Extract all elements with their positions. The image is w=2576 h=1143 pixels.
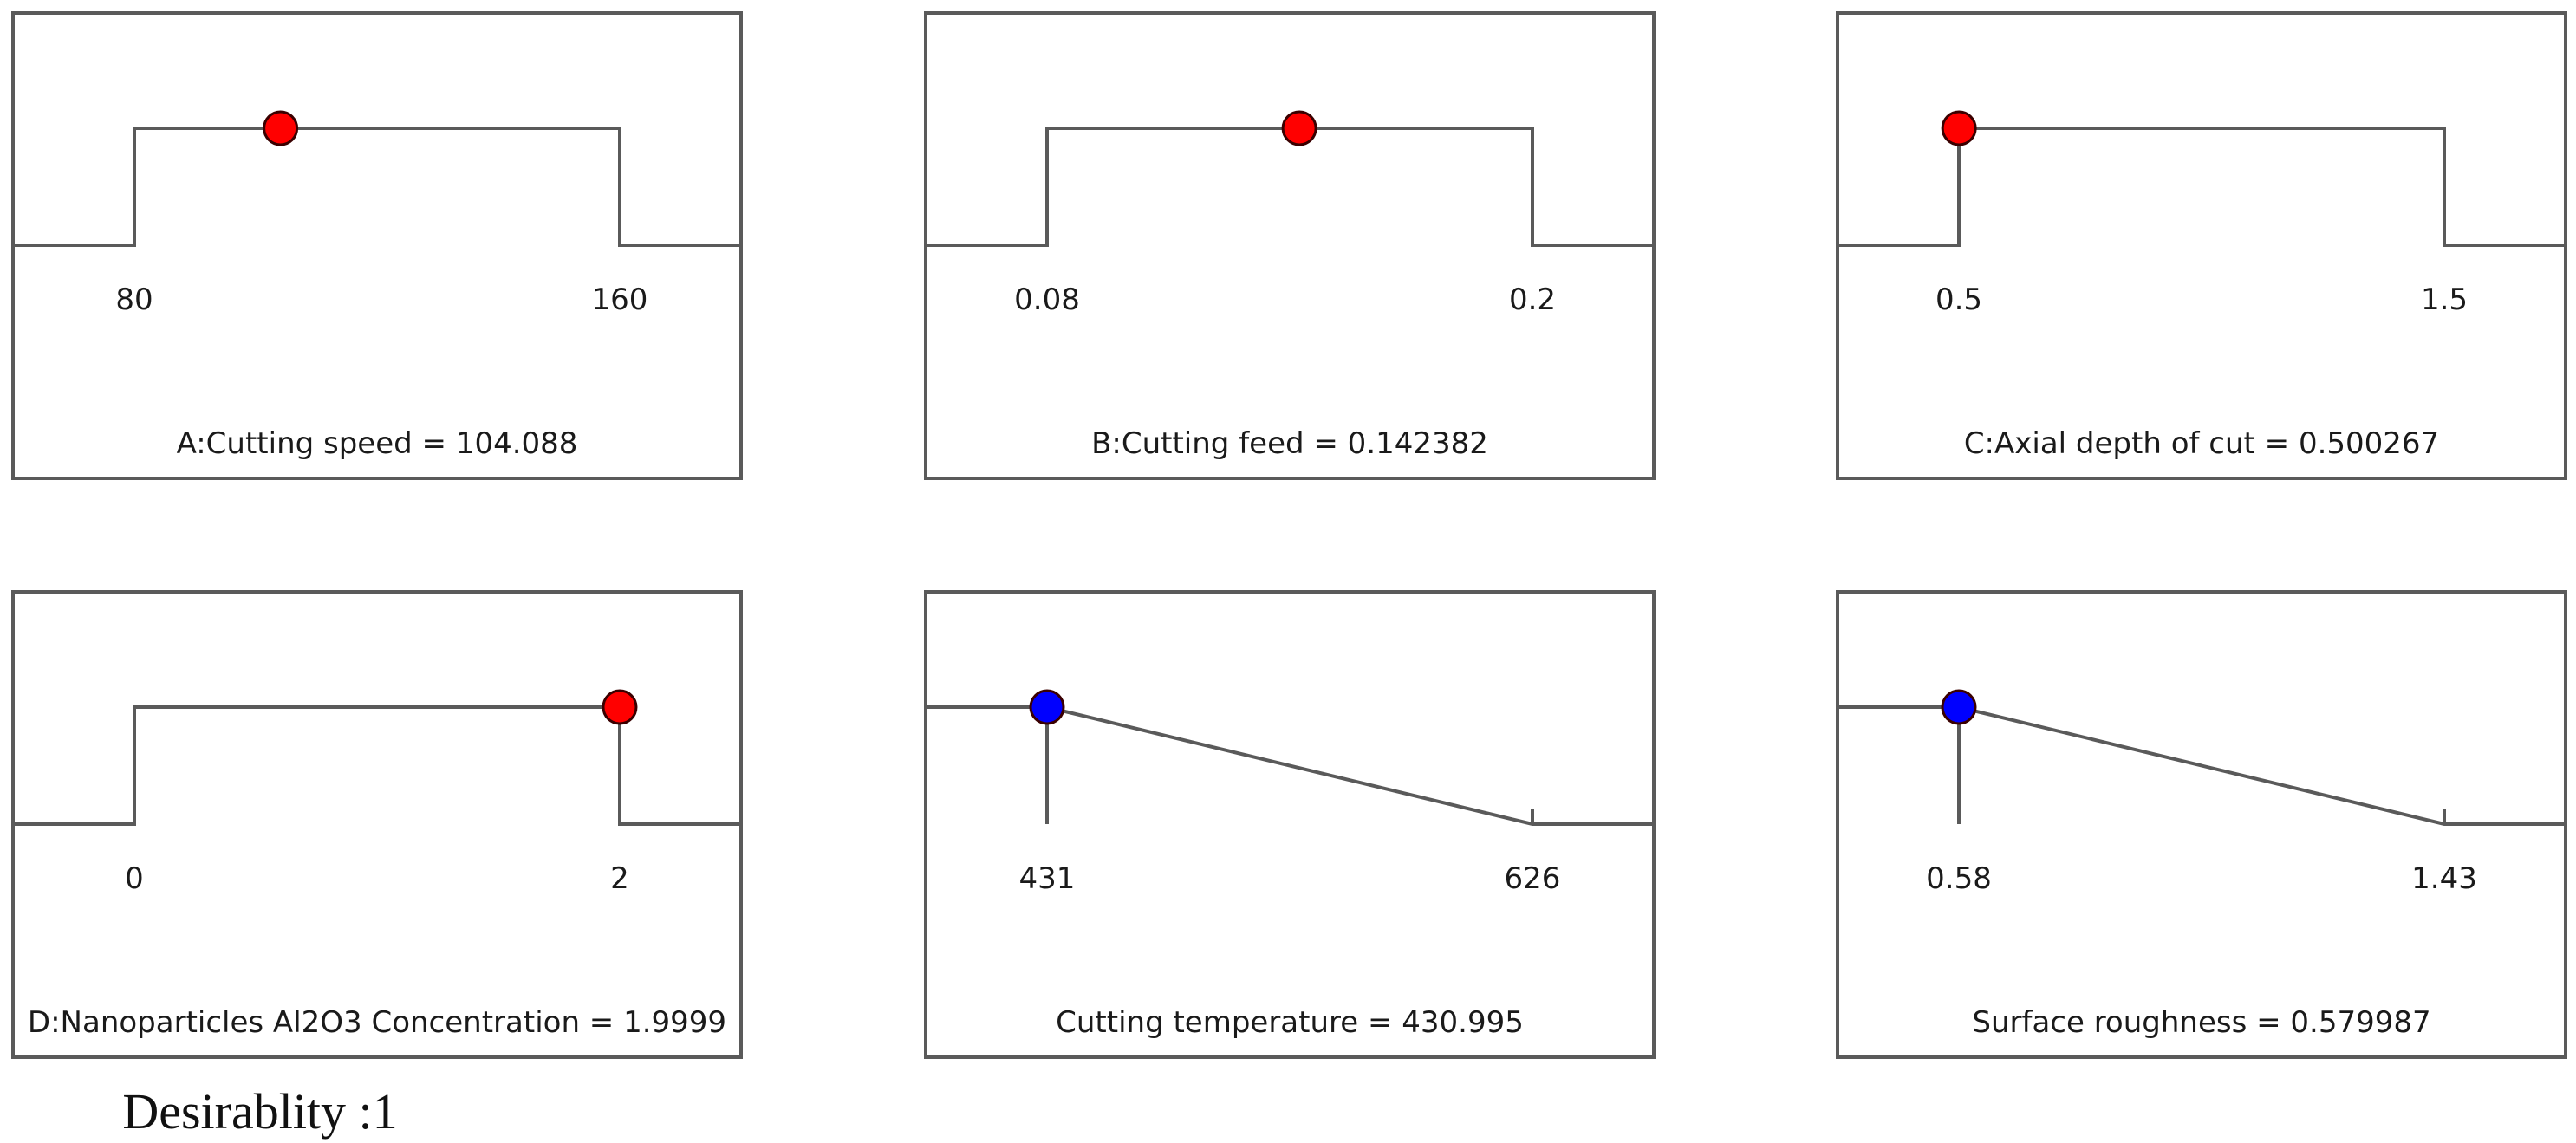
current-point (602, 689, 638, 725)
low-tick-label: 80 (115, 283, 153, 317)
high-tick-label: 1.5 (2421, 283, 2468, 317)
high-tick-label: 626 (1505, 861, 1561, 896)
desirability-ramp (1838, 705, 2566, 826)
desirability-ramp (13, 705, 741, 826)
current-point (1941, 689, 1977, 725)
high-tick-label: 160 (592, 283, 648, 317)
low-tick-label: 431 (1019, 861, 1076, 896)
ramp-panel: 0.5 1.5 C:Axial depth of cut = 0.500267 (1836, 11, 2567, 480)
current-point (1029, 689, 1065, 725)
ramp-panel: 431 626 Cutting temperature = 430.995 (924, 590, 1656, 1059)
desirability-ramp (926, 705, 1654, 826)
current-value-label: Cutting temperature = 430.995 (1056, 1005, 1524, 1040)
ramp-panel: 0.58 1.43 Surface roughness = 0.579987 (1836, 590, 2567, 1059)
current-value-label: D:Nanoparticles Al2O3 Concentration = 1.… (28, 1005, 726, 1040)
ramp-panel: 0 2 D:Nanoparticles Al2O3 Concentration = … (11, 590, 743, 1059)
current-point (1281, 110, 1317, 146)
current-point (1941, 110, 1977, 146)
high-tick-label: 0.2 (1509, 283, 1556, 317)
current-value-label: C:Axial depth of cut = 0.500267 (1964, 426, 2439, 461)
low-tick-label: 0.08 (1014, 283, 1080, 317)
current-value-label: B:Cutting feed = 0.142382 (1091, 426, 1488, 461)
low-tick-label: 0.5 (1935, 283, 1982, 317)
desirability-ramp (1838, 127, 2566, 247)
current-value-label: A:Cutting speed = 104.088 (177, 426, 578, 461)
desirability-label: Desirablity :1 (122, 1083, 397, 1140)
current-value-label: Surface roughness = 0.579987 (1972, 1005, 2430, 1040)
high-tick-label: 2 (610, 861, 629, 896)
desirability-ramp (13, 127, 741, 247)
ramp-panel: 80 160 A:Cutting speed = 104.088 (11, 11, 743, 480)
low-tick-label: 0 (125, 861, 144, 896)
current-point (263, 110, 299, 146)
high-tick-label: 1.43 (2411, 861, 2477, 896)
ramp-panel: 0.08 0.2 B:Cutting feed = 0.142382 (924, 11, 1656, 480)
low-tick-label: 0.58 (1926, 861, 1992, 896)
